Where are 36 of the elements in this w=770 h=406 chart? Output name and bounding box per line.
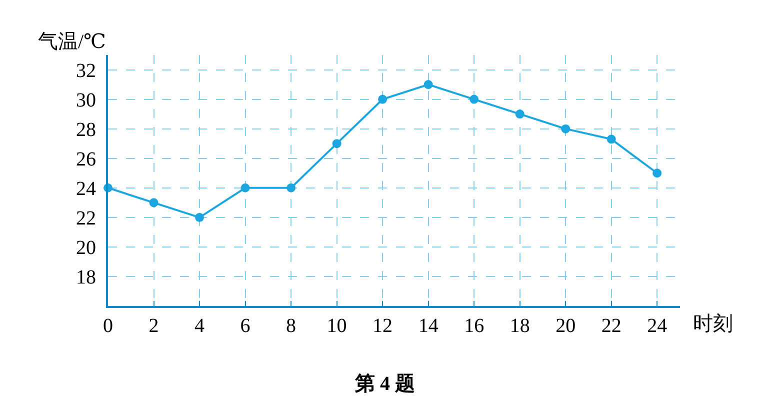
x-tick-label: 20: [556, 315, 576, 337]
point: [424, 80, 433, 90]
y-tick-label: 18: [76, 266, 96, 288]
point: [332, 139, 342, 148]
point: [286, 183, 296, 192]
x-tick-label: 24: [647, 315, 668, 337]
point: [240, 183, 250, 192]
y-tick-label: 22: [76, 207, 96, 230]
x-axis-title: 时刻: [693, 313, 733, 335]
point: [470, 94, 479, 104]
point: [195, 212, 204, 222]
x-tick-label: 8: [286, 315, 296, 337]
y-tick-label: 26: [76, 148, 96, 170]
x-tick-label: 10: [326, 315, 347, 337]
point: [515, 110, 524, 119]
point: [606, 134, 616, 144]
x-tick-label: 18: [510, 315, 530, 337]
y-tick-label: 30: [76, 89, 96, 112]
x-tick-label: 6: [240, 315, 250, 337]
y-tick-label: 20: [76, 236, 96, 259]
point: [652, 168, 662, 178]
y-tick-label: 24: [76, 178, 96, 200]
point: [561, 124, 570, 134]
x-tick-label: 0: [103, 315, 113, 337]
y-tick-label: 32: [76, 60, 96, 82]
x-tick-label: 16: [464, 315, 484, 337]
y-tick-label: 28: [76, 118, 96, 141]
x-tick-label: 2: [148, 315, 159, 337]
text: 第 4 题: [354, 372, 415, 395]
x-tick-label: 12: [372, 315, 393, 337]
y-axis-title: 气温/℃: [38, 31, 106, 53]
point: [149, 198, 158, 208]
x-tick-label: 14: [418, 315, 438, 337]
point: [378, 94, 388, 104]
x-tick-label: 22: [601, 315, 622, 337]
x-tick-label: 4: [194, 315, 205, 337]
